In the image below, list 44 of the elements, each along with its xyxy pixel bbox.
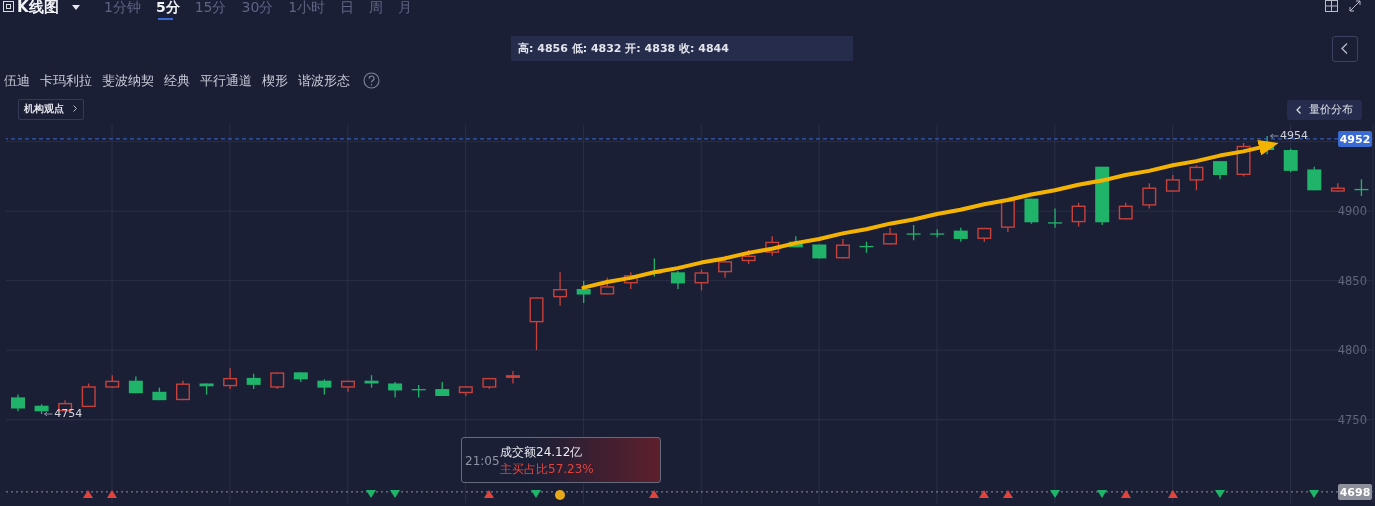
chart-title: K线图	[17, 0, 59, 17]
annotation: 成交额24.12亿	[500, 444, 583, 459]
y-tick-label: 4750	[1337, 412, 1367, 427]
annotation: 主买占比57.23%	[500, 462, 594, 477]
ref-line-label: 4698	[1339, 485, 1371, 499]
annotation: 21:05	[465, 454, 500, 468]
candlestick	[529, 296, 544, 351]
candlestick	[1189, 164, 1204, 191]
candlestick	[1142, 182, 1157, 210]
text: 1小时	[288, 0, 326, 15]
y-tick-label: 4900	[1337, 204, 1367, 219]
text: 5分	[155, 0, 180, 15]
text: 楔形	[262, 72, 288, 89]
candlestick	[505, 370, 520, 385]
candlestick	[223, 367, 238, 390]
candlestick	[1048, 207, 1063, 229]
candlestick	[1213, 160, 1228, 180]
candlestick	[694, 268, 709, 292]
ref-line-label: 4952	[1339, 132, 1371, 146]
text: 15分	[194, 0, 227, 15]
text: 月	[398, 0, 413, 15]
candlestick	[1024, 198, 1039, 225]
text: 机构观点	[24, 102, 64, 116]
annotation: 4754	[54, 406, 83, 423]
text: 斐波纳契	[102, 72, 154, 89]
text: 经典	[164, 72, 190, 89]
candlestick	[1071, 202, 1086, 228]
y-tick-label: 4850	[1337, 273, 1367, 288]
text: 周	[369, 0, 384, 15]
candlestick	[1330, 182, 1345, 193]
text: 平行通道	[200, 72, 252, 89]
text: 卡玛利拉	[40, 72, 92, 89]
text: 谐波形态	[298, 72, 350, 89]
candlestick	[1283, 147, 1298, 173]
annotation: 4954	[1279, 128, 1308, 145]
text: 日	[340, 0, 355, 15]
candlestick	[670, 270, 685, 290]
text: 30分	[241, 0, 274, 15]
text: 高: 4856 低: 4832 开: 4838 收: 4844	[518, 41, 729, 56]
text: 1分钟	[104, 0, 141, 15]
text: 量价分布	[1309, 102, 1353, 118]
candlestick	[553, 271, 568, 307]
y-tick-label: 4800	[1337, 343, 1367, 358]
text: 伍迪	[4, 72, 30, 89]
